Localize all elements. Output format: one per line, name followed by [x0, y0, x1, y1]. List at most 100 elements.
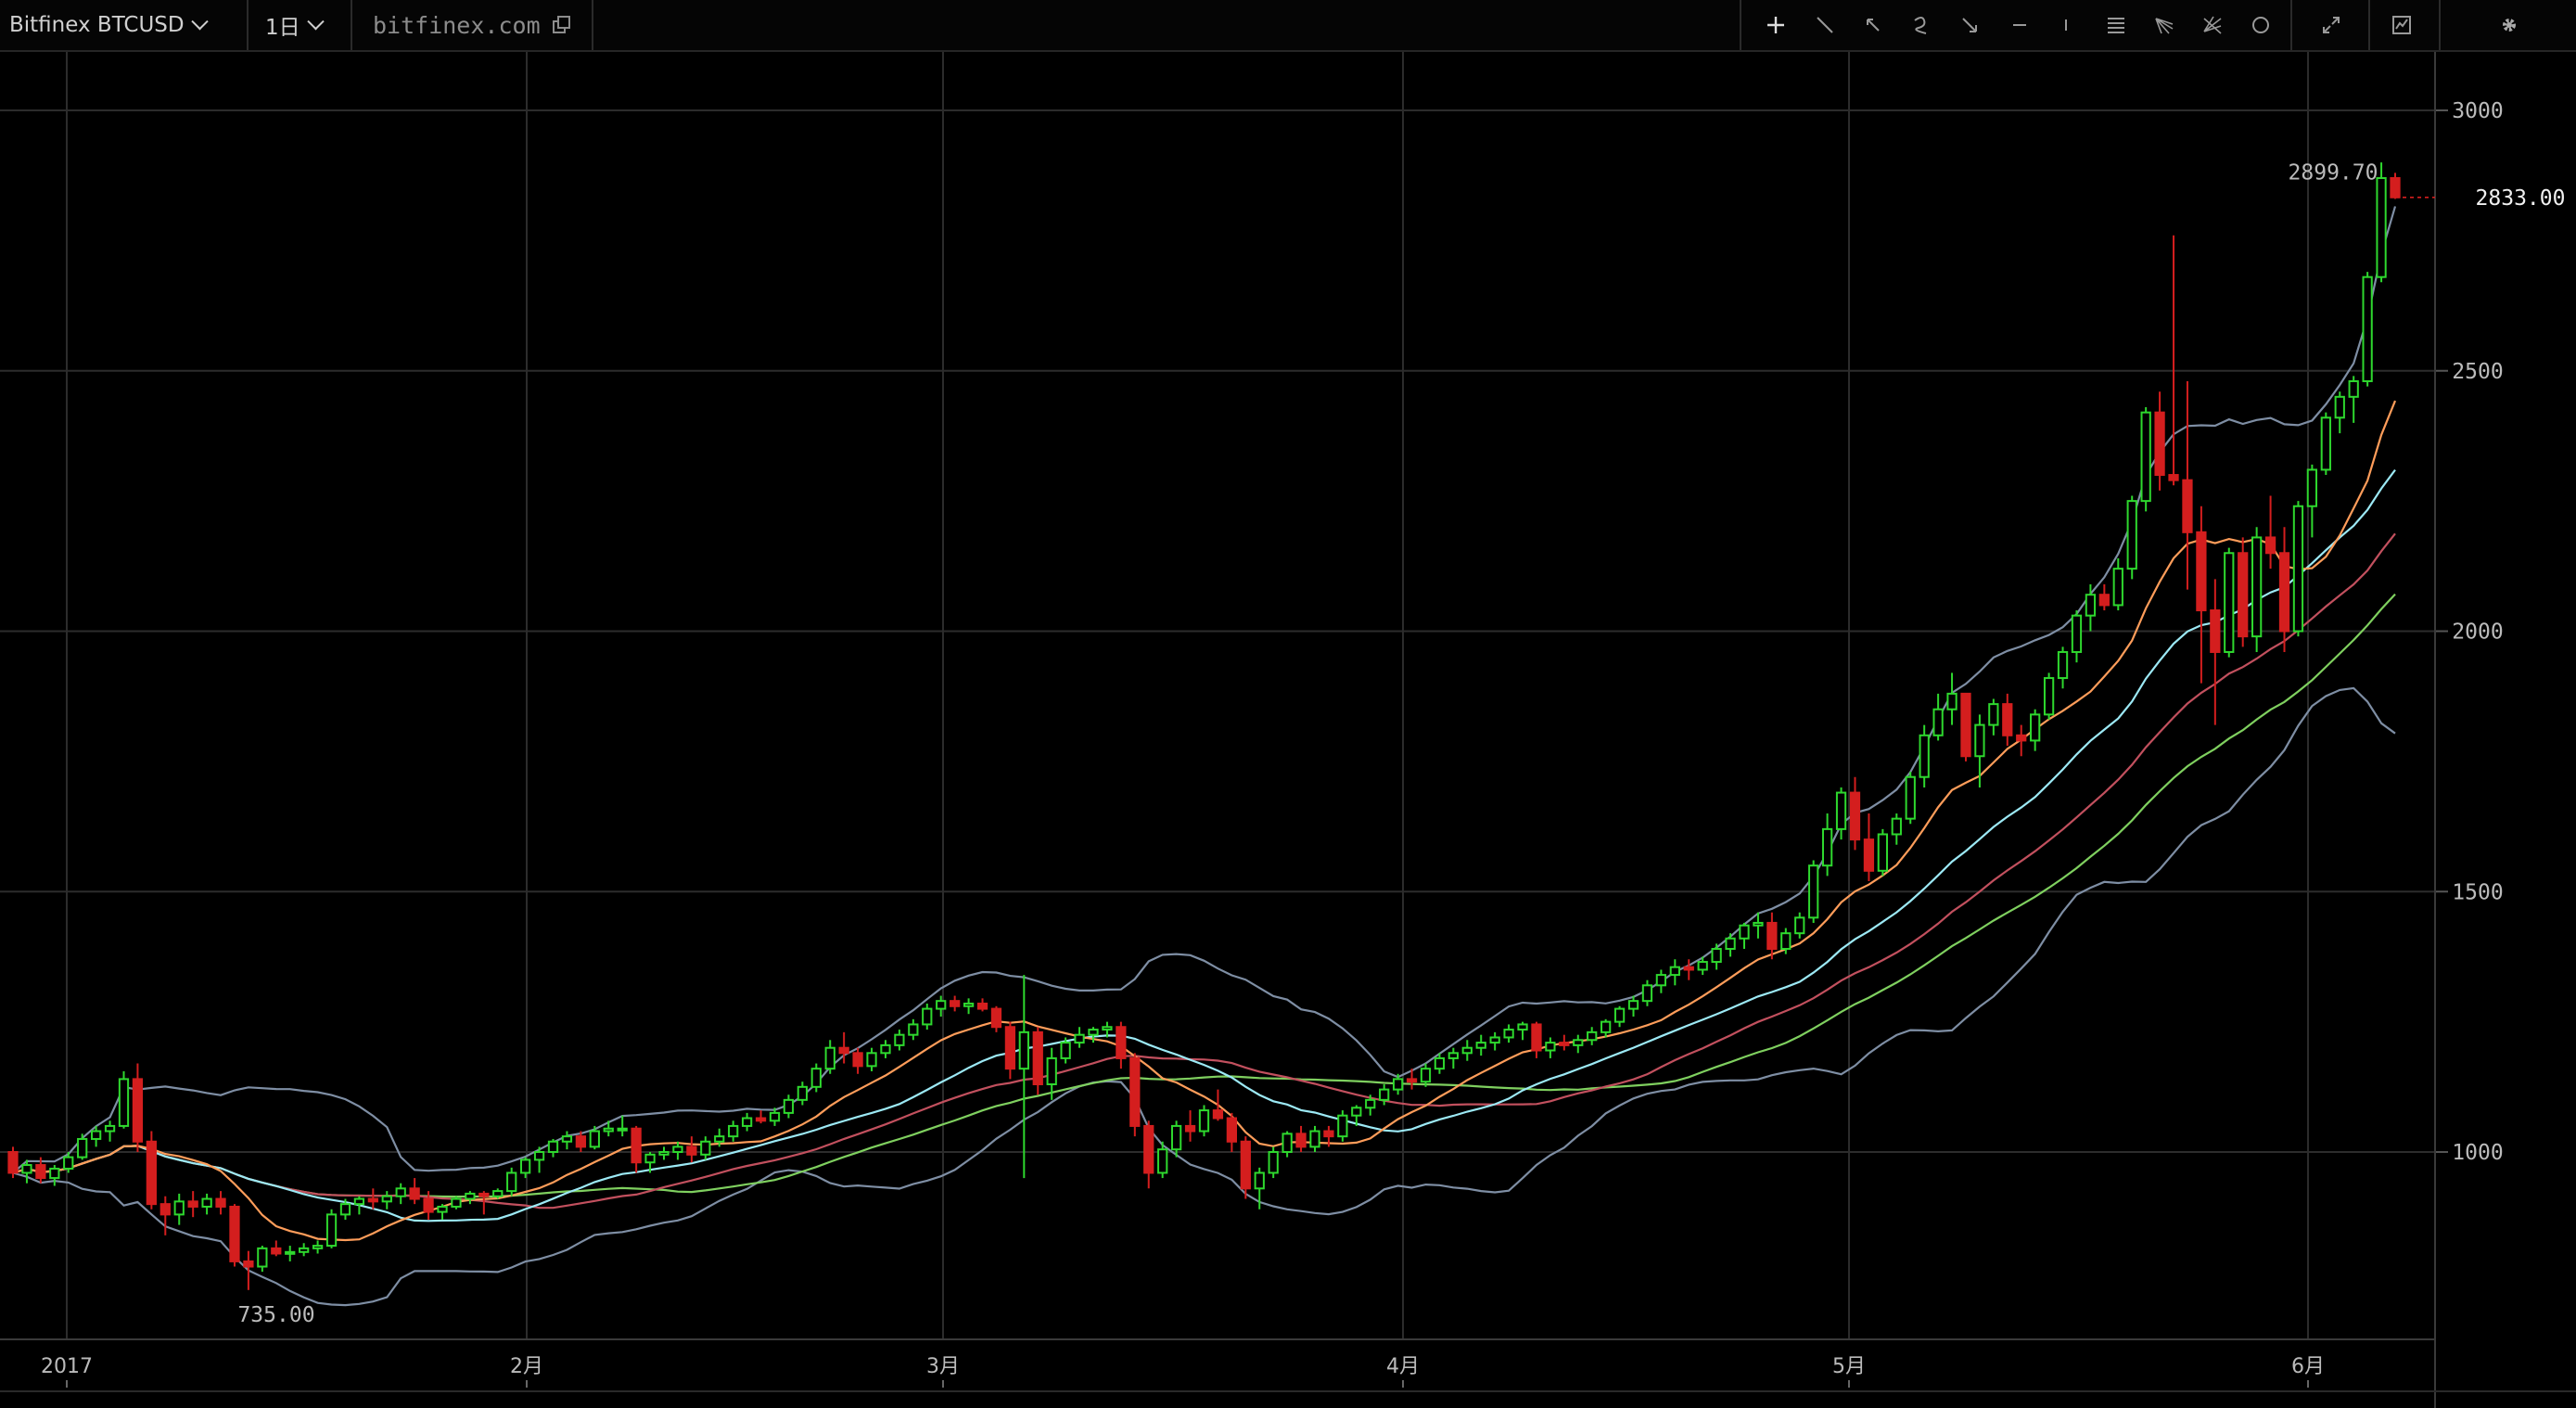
- candle-down: [1766, 921, 1778, 951]
- interval-label: 1日: [265, 16, 300, 40]
- arrow-tool[interactable]: [1853, 0, 1894, 50]
- arrow-marker-tool[interactable]: [1949, 0, 1990, 50]
- candle-down: [423, 1197, 434, 1213]
- candle-up: [658, 1151, 670, 1156]
- vertical-line-tool[interactable]: [2046, 0, 2086, 50]
- candle-up: [728, 1124, 739, 1138]
- candle-down: [2210, 609, 2221, 653]
- candle-down: [1184, 1124, 1196, 1133]
- candle-up: [1808, 864, 1819, 919]
- candle-up: [1434, 1056, 1446, 1070]
- candle-up: [2348, 379, 2359, 398]
- candle-up: [894, 1033, 905, 1046]
- candle-down: [1143, 1124, 1154, 1174]
- candle-up: [451, 1197, 462, 1208]
- ma10-line: [12, 400, 2397, 1242]
- candle-up: [1905, 775, 1916, 820]
- crosshair-icon: [1767, 17, 1784, 33]
- pitchfork-tool[interactable]: [2144, 0, 2185, 50]
- candle-down: [1531, 1023, 1542, 1052]
- candle-up: [936, 1000, 947, 1010]
- candle-up: [783, 1098, 795, 1114]
- candle-up: [353, 1197, 365, 1206]
- candle-up: [617, 1127, 628, 1132]
- high-price-marker: 2899.70: [2289, 160, 2378, 185]
- brush-tool[interactable]: [1901, 0, 1942, 50]
- candle-up: [603, 1127, 614, 1133]
- candle-down: [1240, 1140, 1251, 1190]
- candle-up: [2126, 500, 2137, 570]
- y-axis-label: 1000: [2452, 1141, 2503, 1165]
- candle-up: [1974, 723, 1985, 758]
- candle-up: [77, 1137, 88, 1158]
- candle-down: [2390, 176, 2401, 198]
- chevron-down-icon: [306, 12, 325, 30]
- arrow-icon: [1867, 19, 1880, 32]
- fib-retracement-icon: [2108, 18, 2124, 33]
- candle-up: [824, 1046, 835, 1070]
- candle-down: [575, 1135, 587, 1148]
- vertical-line-icon: [2065, 19, 2067, 31]
- candle-up: [1613, 1007, 1626, 1023]
- candle-up: [1503, 1029, 1514, 1039]
- trend-line-tool[interactable]: [1804, 0, 1845, 50]
- crosshair-tool[interactable]: [1755, 0, 1796, 50]
- candle-up: [1725, 937, 1736, 951]
- candle-down: [1559, 1042, 1570, 1046]
- time-axis-label: 3月: [926, 1355, 960, 1378]
- candle-up: [1447, 1052, 1459, 1059]
- horizontal-line-icon: [2013, 24, 2026, 26]
- candle-up: [1489, 1036, 1500, 1044]
- candle-up: [1545, 1042, 1556, 1052]
- brush-icon: [1914, 17, 1927, 34]
- candle-up: [2251, 536, 2263, 638]
- time-axis-label: 6月: [2291, 1355, 2325, 1378]
- candle-down: [2278, 552, 2290, 633]
- candle-up: [2334, 395, 2345, 419]
- symbol-selector[interactable]: Bitfinex BTCUSD: [9, 0, 209, 50]
- candle-up: [533, 1151, 545, 1161]
- candle-up: [437, 1205, 448, 1213]
- domain-label: bitfinex.com: [373, 11, 541, 39]
- indicators-tool[interactable]: [2381, 0, 2422, 50]
- interval-selector[interactable]: 1日: [265, 0, 325, 50]
- fullscreen-tool[interactable]: [2311, 0, 2352, 50]
- candle-up: [1392, 1078, 1404, 1091]
- candle-up: [1697, 961, 1708, 971]
- candle-down: [35, 1164, 46, 1180]
- ellipse-tool[interactable]: [2240, 0, 2281, 50]
- candle-up: [1365, 1098, 1376, 1109]
- candle-up: [908, 1023, 919, 1036]
- candle-up: [257, 1247, 268, 1268]
- gann-fan-tool[interactable]: [2192, 0, 2233, 50]
- candle-down: [146, 1140, 157, 1206]
- candle-up: [1739, 924, 1750, 940]
- candle-up: [2320, 416, 2331, 471]
- chart-toolbar: Bitfinex BTCUSD 1日 bitfinex.com: [0, 0, 2576, 52]
- ma20-line: [12, 468, 2396, 1222]
- chevron-down-icon: [190, 12, 209, 30]
- candle-up: [2071, 614, 2083, 653]
- toolbar-divider: [2290, 0, 2292, 50]
- settings-tool[interactable]: [2489, 0, 2530, 50]
- fib-retracement-tool[interactable]: [2096, 0, 2136, 50]
- gann-fan-icon: [2203, 16, 2222, 34]
- toolbar-divider: [592, 0, 593, 50]
- domain-link[interactable]: bitfinex.com: [373, 0, 572, 50]
- candle-up: [381, 1195, 392, 1203]
- candle-up: [1351, 1107, 1362, 1117]
- candle-up: [1517, 1023, 1528, 1031]
- horizontal-line-tool[interactable]: [1999, 0, 2040, 50]
- candle-down: [187, 1200, 198, 1208]
- candle-up: [2292, 505, 2304, 633]
- candle-down: [838, 1046, 849, 1055]
- y-axis-label: 1500: [2452, 880, 2503, 904]
- candle-up: [1946, 692, 1958, 710]
- candle-down: [271, 1247, 282, 1255]
- candle-up: [866, 1052, 877, 1068]
- candle-up: [21, 1164, 32, 1174]
- candle-up: [492, 1190, 504, 1197]
- candle-up: [2085, 594, 2097, 617]
- candle-up: [700, 1140, 711, 1156]
- price-chart[interactable]: 1000 1500 2000 2500 3000 2017 2月 3月 4月 5月 6月 2833.0…: [0, 52, 2576, 1408]
